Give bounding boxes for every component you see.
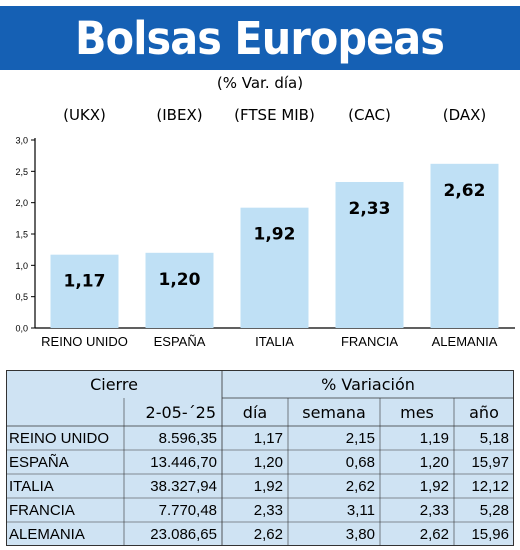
cell-cierre: 13.446,70	[150, 453, 217, 471]
cell-anio: 12,12	[471, 477, 509, 495]
header-cierre: Cierre	[90, 374, 138, 394]
cell-anio: 5,28	[479, 501, 509, 519]
bar	[430, 163, 499, 328]
page-title: Bolsas Europeas	[75, 11, 446, 65]
cell-cierre: 7.770,48	[158, 501, 217, 519]
cell-mes: 2,62	[419, 525, 449, 543]
index-label: (CAC)	[348, 106, 391, 124]
table-grid	[6, 370, 514, 546]
x-tick-label: REINO UNIDO	[41, 334, 128, 349]
data-label: 1,92	[254, 225, 296, 245]
data-label: 1,17	[64, 272, 106, 292]
cell-anio: 15,96	[471, 525, 509, 543]
data-label: 1,20	[159, 270, 201, 290]
cell-dia: 2,62	[253, 525, 283, 543]
title-banner: Bolsas Europeas	[0, 6, 520, 70]
y-tick-label: 1,5	[15, 230, 28, 240]
table-border	[6, 370, 514, 546]
cell-dia: 1,17	[253, 429, 283, 447]
cell-cierre: 23.086,65	[150, 525, 217, 543]
cell-country: ALEMANIA	[9, 525, 85, 543]
x-tick-label: ITALIA	[255, 334, 294, 349]
cell-dia: 2,33	[253, 501, 283, 519]
header-mes: mes	[400, 402, 434, 422]
cell-semana: 2,15	[345, 429, 375, 447]
cell-country: ESPAÑA	[9, 453, 69, 471]
cell-dia: 1,92	[253, 477, 283, 495]
cell-semana: 3,80	[345, 525, 375, 543]
y-tick-label: 0,0	[15, 324, 28, 334]
cell-semana: 0,68	[345, 453, 375, 471]
cell-mes: 1,19	[419, 429, 449, 447]
index-label: (DAX)	[443, 106, 487, 124]
cell-country: ITALIA	[9, 477, 54, 495]
y-tick-label: 2,0	[15, 198, 28, 208]
bar-chart: 0,0 0,5 1,0 1,5 2,0 2,5 3,0 1,17 (UKX) REINO UNID…	[15, 106, 515, 349]
x-tick-label: FRANCIA	[341, 334, 398, 349]
bar	[335, 181, 404, 328]
cell-semana: 2,62	[345, 477, 375, 495]
header-dia: día	[242, 402, 268, 422]
data-label: 2,33	[349, 199, 391, 219]
y-tick-label: 0,5	[15, 292, 28, 302]
cell-cierre: 38.327,94	[150, 477, 217, 495]
x-tick-label: ESPAÑA	[154, 334, 206, 349]
cell-anio: 5,18	[479, 429, 509, 447]
cell-cierre: 8.596,35	[158, 429, 217, 447]
cell-anio: 15,97	[471, 453, 509, 471]
bar	[50, 254, 119, 328]
header-semana: semana	[302, 402, 366, 422]
index-label: (FTSE MIB)	[234, 106, 315, 124]
x-tick-label: ALEMANIA	[432, 334, 498, 349]
cell-country: FRANCIA	[9, 501, 75, 519]
index-label: (UKX)	[63, 106, 106, 124]
y-tick-label: 1,0	[15, 261, 28, 271]
chart-subtitle: (% Var. día)	[216, 74, 304, 92]
cell-mes: 2,33	[419, 501, 449, 519]
index-label: (IBEX)	[156, 106, 202, 124]
cell-mes: 1,20	[419, 453, 449, 471]
header-variacion: % Variación	[321, 374, 415, 394]
bar	[240, 207, 309, 328]
cell-mes: 1,92	[419, 477, 449, 495]
header-anio: año	[469, 402, 499, 422]
cell-country: REINO UNIDO	[9, 429, 110, 447]
y-tick-label: 3,0	[15, 136, 28, 146]
cell-semana: 3,11	[346, 501, 375, 519]
cell-dia: 1,20	[253, 453, 283, 471]
bar	[145, 252, 214, 328]
y-tick-label: 2,5	[15, 167, 28, 177]
data-table: Cierre % Variación 2-05-´25 día semana m…	[6, 370, 514, 546]
data-label: 2,62	[444, 181, 486, 201]
header-date: 2-05-´25	[145, 402, 216, 422]
